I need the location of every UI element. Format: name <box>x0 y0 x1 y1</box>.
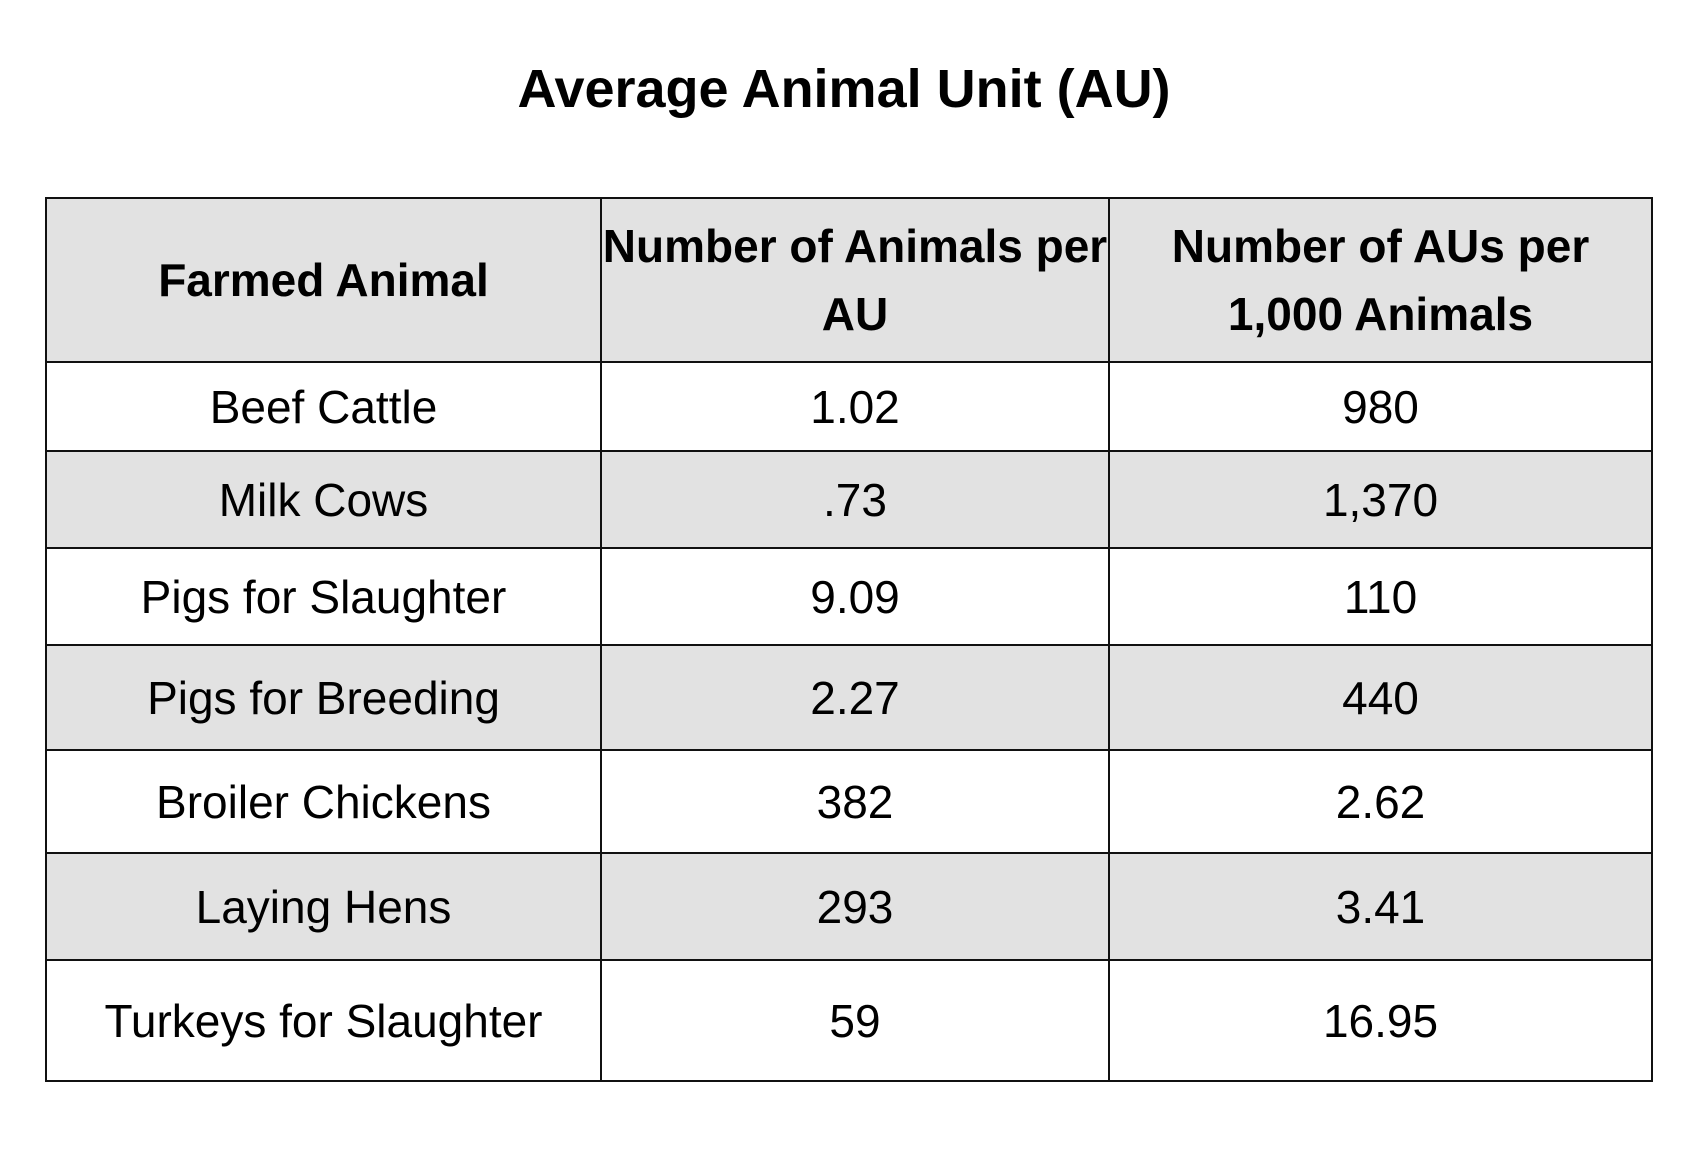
table-body: Beef Cattle 1.02 980 Milk Cows .73 1,370 Pigs … <box>45 361 1653 1082</box>
table-row: Turkeys for Slaughter 59 16.95 <box>45 959 1653 1082</box>
header-cell: Number of AUs per 1,000 Animals <box>1108 197 1653 363</box>
header-cell: Farmed Animal <box>45 197 602 363</box>
table-row: Pigs for Breeding 2.27 440 <box>45 644 1653 751</box>
table-cell: 110 <box>1108 547 1653 646</box>
table-cell: 1.02 <box>600 361 1110 452</box>
table-cell: Turkeys for Slaughter <box>45 959 602 1082</box>
table-cell: 2.62 <box>1108 749 1653 854</box>
table-cell: Milk Cows <box>45 450 602 549</box>
table-cell: 9.09 <box>600 547 1110 646</box>
table-cell: 293 <box>600 852 1110 961</box>
table-cell: 2.27 <box>600 644 1110 751</box>
table-cell: Pigs for Breeding <box>45 644 602 751</box>
table-cell: .73 <box>600 450 1110 549</box>
table-cell: Beef Cattle <box>45 361 602 452</box>
table-cell: 3.41 <box>1108 852 1653 961</box>
header-row: Farmed Animal Number of Animals per AU Num… <box>45 197 1653 363</box>
table-row: Broiler Chickens 382 2.62 <box>45 749 1653 854</box>
table-row: Milk Cows .73 1,370 <box>45 450 1653 549</box>
table-row: Laying Hens 293 3.41 <box>45 852 1653 961</box>
title: Average Animal Unit (AU) <box>517 59 1171 119</box>
table: Farmed Animal Number of Animals per AU Num… <box>45 197 1653 1082</box>
table-row: Pigs for Slaughter 9.09 110 <box>45 547 1653 646</box>
table-cell: 59 <box>600 959 1110 1082</box>
table-cell: 980 <box>1108 361 1653 452</box>
header-cell: Number of Animals per AU <box>600 197 1110 363</box>
table-cell: 16.95 <box>1108 959 1653 1082</box>
table-cell: Broiler Chickens <box>45 749 602 854</box>
table-cell: 440 <box>1108 644 1653 751</box>
table-cell: 382 <box>600 749 1110 854</box>
table-cell: Laying Hens <box>45 852 602 961</box>
table-row: Beef Cattle 1.02 980 <box>45 361 1653 452</box>
table-cell: 1,370 <box>1108 450 1653 549</box>
table-cell: Pigs for Slaughter <box>45 547 602 646</box>
